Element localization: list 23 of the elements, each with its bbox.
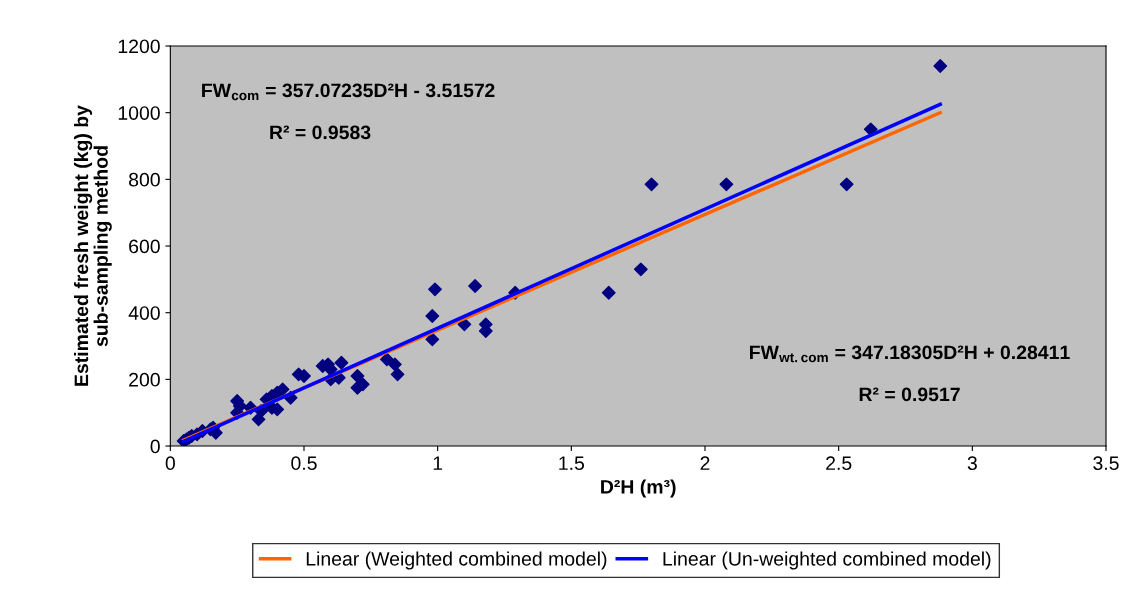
y-axis-title: Estimated fresh weight (kg) by sub-sampling method — [73, 105, 112, 386]
x-axis-title: D²H (m³) — [601, 479, 676, 498]
x-tick-label: 0.5 — [291, 456, 317, 471]
y-tick-label: 800 — [129, 172, 160, 187]
legend-label: Linear (Un-weighted combined model) — [663, 551, 991, 570]
x-tick-label: 2.5 — [826, 456, 852, 471]
y-tick-label: 0 — [150, 439, 160, 454]
y-tick-label: 1200 — [118, 39, 160, 54]
annotation: R² = 0.9583 — [270, 125, 371, 140]
y-tick-label: 400 — [128, 306, 160, 320]
x-tick-label: 2 — [700, 456, 710, 470]
x-tick-label: 1.5 — [559, 456, 585, 471]
annotation: R² = 0.9517 — [859, 387, 960, 402]
x-tick-label: 3 — [967, 456, 977, 471]
x-tick-label: 1 — [433, 456, 443, 470]
legend-label: Linear (Weighted combined model) — [306, 551, 607, 570]
annotation: FW$_{wt.com}$ = 347.18305D²H + 0.28411 — [750, 345, 1070, 363]
y-tick-label: 600 — [129, 239, 160, 254]
annotation: FW$_{com}$ = 357.07235D²H - 3.51572 — [202, 83, 495, 101]
y-tick-label: 200 — [129, 372, 160, 387]
x-tick-label: 3.5 — [1093, 456, 1119, 471]
x-tick-label: 0 — [165, 456, 175, 471]
y-tick-label: 1000 — [118, 106, 160, 120]
